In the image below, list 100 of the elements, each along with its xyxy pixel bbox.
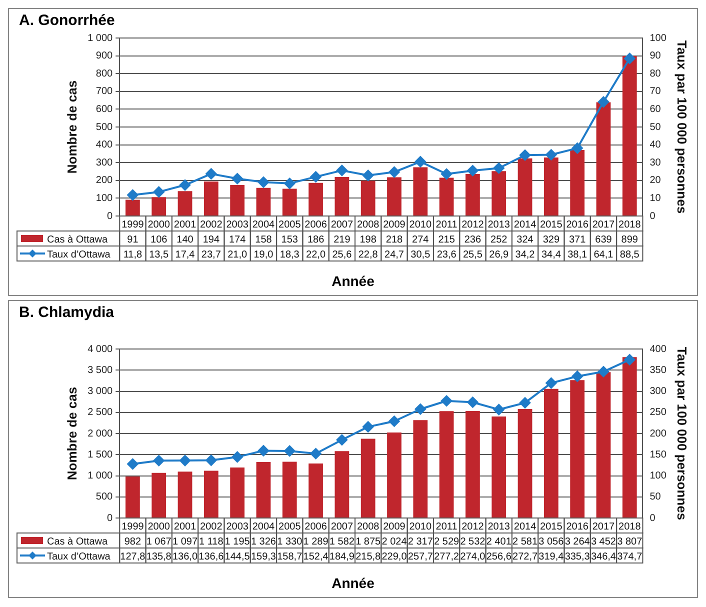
x-tick-label: 2018 [618,521,642,532]
data-label: 153 [281,234,298,246]
bar [178,472,192,518]
y2-tick-label: 0 [650,210,656,222]
y-tick-label: 800 [96,68,114,80]
point [206,454,217,466]
data-label: 3 452 [590,536,616,548]
data-label: 1 330 [277,536,303,548]
x-tick-label: 2018 [618,219,642,230]
x-tick-label: 2015 [540,521,563,532]
data-label: 218 [386,234,404,246]
bar [439,411,454,518]
data-label: 3 807 [617,536,643,548]
bar [544,388,558,518]
bar [126,476,140,518]
data-label: 2 401 [486,536,512,548]
data-label: 324 [516,234,534,246]
y2-tick-label: 30 [650,157,662,168]
bar [466,411,480,518]
y-tick-label: 3 000 [88,386,114,397]
point [467,165,478,176]
data-label: 257,7 [408,551,434,562]
y2-tick-label: 90 [650,50,662,62]
data-label: 17,4 [175,249,196,260]
y-tick-label: 1 500 [88,449,114,460]
y2-tick-label: 0 [650,512,656,524]
x-axis-title: Année [330,574,376,593]
bar [204,470,218,518]
legend-label: Taux d’Ottawa [47,551,111,562]
bar [492,416,506,518]
data-label: 26,9 [489,249,510,260]
data-label: 277,2 [434,551,460,562]
data-label: 215,8 [356,551,382,562]
point [180,180,191,191]
bar [518,158,532,216]
data-label: 346,4 [590,551,616,562]
data-label: 19,0 [254,249,274,260]
point [362,421,374,432]
y2-tick-label: 70 [650,86,662,98]
data-label: 229,0 [382,551,408,562]
x-tick-label: 2007 [330,521,354,532]
x-tick-label: 2013 [488,219,510,230]
data-label: 1 118 [199,536,224,548]
bar [308,464,323,518]
y2-tick-label: 350 [650,364,667,376]
data-label: 140 [176,234,194,246]
data-label: 215 [438,234,456,246]
x-tick-label: 2009 [383,219,406,230]
chart-title: B. Chlamydia [18,303,116,321]
y-tick-label: 500 [96,492,114,503]
bar [256,462,271,518]
x-tick-label: 2012 [462,521,484,532]
point [414,156,426,168]
y-tick-label: 0 [107,512,114,524]
x-tick-label: 2010 [409,521,432,532]
bar [439,178,454,216]
y-axis-title: Nombre de cas [64,386,80,480]
data-label: 18,3 [280,249,300,260]
data-label: 64,1 [594,249,614,260]
y-axis-title: Nombre de cas [64,80,80,174]
x-tick-label: 2016 [566,521,589,532]
y2-axis-title: Taux par 100 000 personnes [674,40,690,214]
data-label: 2 317 [408,536,434,548]
y-tick-label: 0 [107,210,114,222]
y-tick-label: 4 000 [88,344,114,355]
data-label: 2 529 [434,536,460,548]
data-label: 2 581 [512,536,538,548]
data-label: 256,6 [486,551,512,562]
data-label: 34,2 [515,249,536,260]
x-tick-label: 2006 [304,219,328,230]
y2-tick-label: 80 [650,68,662,80]
point [520,397,531,408]
bar [413,420,428,518]
data-label: 184,9 [329,551,355,562]
data-label: 219 [334,234,351,246]
point [414,404,426,415]
data-label: 136,0 [172,551,198,562]
data-label: 158,7 [277,551,303,562]
x-tick-label: 2006 [304,521,328,532]
bar [622,56,637,216]
bar [387,432,402,518]
data-label: 21,0 [228,249,248,260]
data-label: 252 [490,234,508,246]
x-tick-label: 2014 [514,521,537,532]
y2-tick-label: 250 [650,407,667,418]
y2-axis-title: Taux par 100 000 personnes [674,346,690,520]
x-tick-label: 2003 [226,521,249,532]
y-tick-label: 300 [96,157,114,168]
bar [413,167,428,216]
y-tick-label: 100 [96,192,114,204]
bar [178,191,192,216]
y2-tick-label: 100 [650,470,667,482]
data-label: 144,5 [224,551,250,562]
x-tick-label: 2004 [252,521,276,532]
point [467,396,478,408]
y2-tick-label: 400 [650,344,667,355]
data-label: 274 [412,234,430,246]
x-tick-label: 2000 [148,219,170,230]
bar [570,150,585,216]
data-label: 3 264 [564,536,590,548]
